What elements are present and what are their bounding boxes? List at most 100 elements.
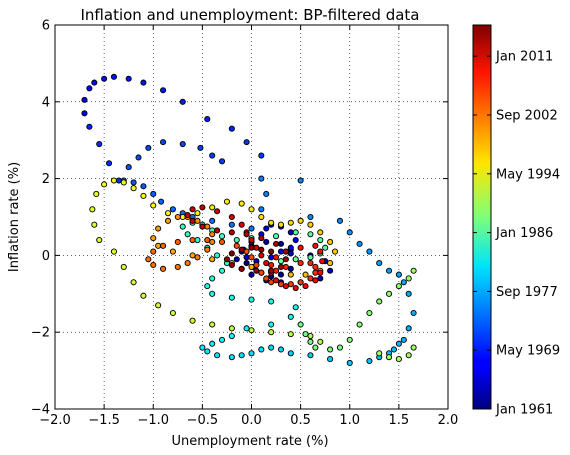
scatter-point	[243, 231, 250, 238]
colorbar-tick-label: Jan 1961	[495, 403, 553, 418]
scatter-point	[81, 96, 88, 103]
scatter-point	[86, 123, 93, 130]
scatter-point	[179, 223, 186, 230]
scatter-point	[91, 79, 98, 86]
scatter-point	[273, 277, 280, 284]
scatter-point	[164, 210, 172, 217]
scatter-point	[155, 225, 162, 232]
scatter-point	[277, 258, 285, 265]
scatter-point	[228, 261, 235, 269]
scatter-point	[238, 246, 245, 253]
scatter-point	[307, 332, 314, 340]
scatter-point	[297, 260, 304, 267]
scatter-point	[140, 79, 147, 86]
scatter-point	[233, 242, 240, 249]
scatter-point	[199, 223, 206, 230]
y-tick-label: 6	[42, 19, 50, 34]
scatter-point	[209, 321, 216, 328]
scatter-point	[312, 344, 319, 351]
scatter-point	[356, 240, 363, 247]
scatter-point	[228, 325, 235, 332]
scatter-point	[150, 261, 157, 269]
scatter-point	[307, 338, 314, 345]
scatter-point	[155, 302, 162, 309]
scatter-point	[248, 271, 255, 278]
x-tick-label: −2.0	[39, 413, 71, 428]
scatter-point	[209, 340, 216, 347]
scatter-point	[410, 344, 417, 351]
scatter-point	[385, 290, 393, 297]
scatter-point	[307, 221, 314, 228]
scatter-point	[292, 229, 299, 236]
scatter-point	[228, 221, 235, 228]
scatter-point	[125, 75, 132, 82]
scatter-point	[96, 140, 103, 148]
scatter-point	[277, 271, 285, 278]
scatter-point	[331, 248, 339, 255]
scatter-point	[273, 254, 280, 261]
scatter-point	[297, 217, 304, 224]
scatter-point	[312, 263, 319, 270]
scatter-point	[105, 160, 113, 167]
scatter-point	[376, 260, 383, 267]
scatter-point	[258, 235, 265, 242]
scatter-point	[199, 204, 206, 211]
scatter-point	[130, 279, 137, 286]
y-tick-label: 2	[42, 172, 50, 187]
scatter-point	[101, 181, 108, 188]
scatter-point	[179, 98, 186, 105]
scatter-point	[327, 356, 334, 363]
scatter-point	[160, 87, 167, 94]
scatter-point	[228, 354, 235, 361]
scatter-point	[197, 144, 204, 151]
scatter-point	[317, 269, 324, 276]
scatter-point	[248, 244, 255, 251]
scatter-point	[322, 244, 329, 251]
scatter-point	[160, 242, 167, 249]
scatter-point	[248, 206, 255, 213]
scatter-point	[243, 260, 250, 267]
scatter-point	[93, 190, 100, 198]
scatter-point	[238, 265, 245, 272]
scatter-point	[214, 208, 221, 215]
scatter-point	[238, 221, 245, 228]
scatter-point	[327, 346, 334, 353]
scatter-point	[174, 213, 181, 221]
scatter-point	[258, 346, 265, 353]
scatter-point	[248, 225, 255, 232]
scatter-point	[140, 292, 147, 299]
colorbar-tick-label: May 1969	[496, 344, 560, 359]
x-tick-label: 2.0	[438, 413, 459, 428]
scatter-point	[410, 309, 417, 317]
scatter-point	[307, 213, 314, 221]
scatter-point	[140, 192, 147, 199]
scatter-point	[218, 238, 226, 246]
scatter-point	[189, 252, 196, 259]
scatter-point	[376, 350, 383, 357]
x-tick-label: 1.5	[389, 413, 410, 428]
scatter-point	[287, 281, 294, 288]
colorbar	[472, 24, 492, 410]
scatter-point	[218, 267, 226, 274]
scatter-point	[164, 217, 172, 224]
scatter-point	[125, 164, 132, 171]
scatter-point	[150, 235, 157, 242]
colorbar-tick-label: Sep 1977	[496, 285, 558, 300]
scatter-point	[194, 254, 201, 261]
scatter-point	[209, 204, 216, 211]
scatter-point	[292, 304, 299, 311]
scatter-point	[277, 281, 285, 288]
scatter-point	[209, 275, 216, 282]
scatter-point	[277, 248, 285, 255]
scatter-point	[258, 213, 265, 221]
scatter-point	[346, 336, 353, 343]
scatter-point	[258, 152, 265, 159]
scatter-point	[204, 283, 211, 290]
scatter-point	[268, 298, 275, 305]
scatter-point	[292, 284, 299, 292]
scatter-point	[214, 227, 221, 234]
scatter-point	[155, 242, 162, 249]
scatter-point	[158, 198, 165, 205]
scatter-point	[223, 198, 230, 205]
scatter-point	[248, 296, 255, 303]
